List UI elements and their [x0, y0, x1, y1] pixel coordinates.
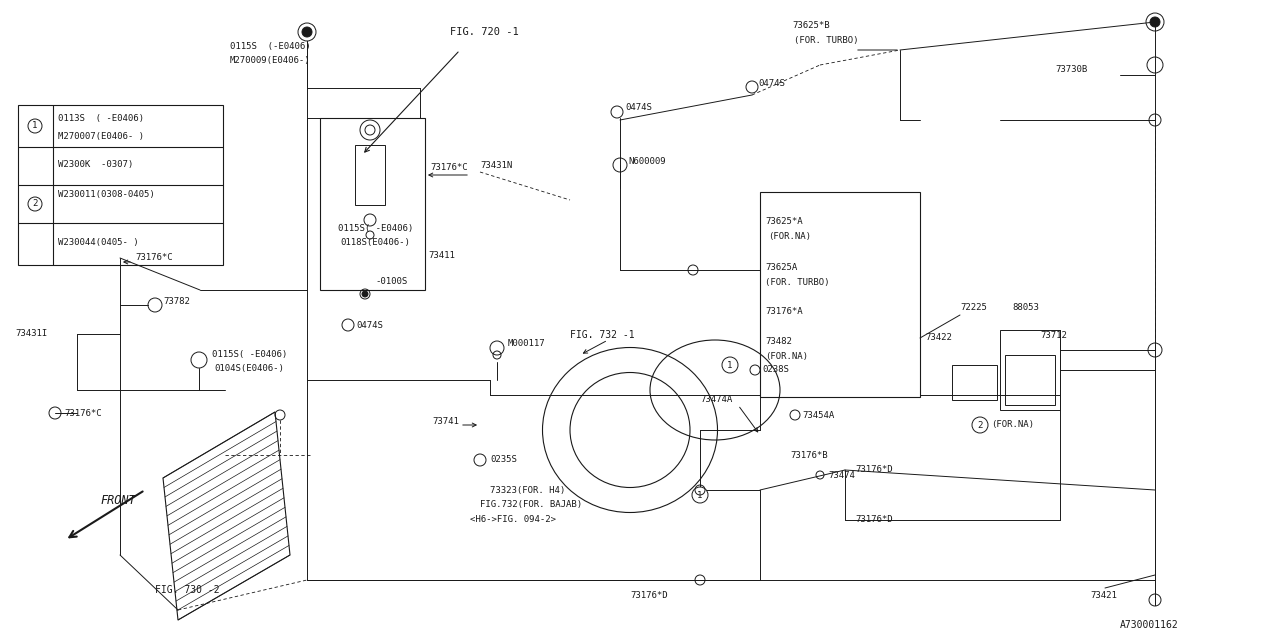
- Text: 73625A: 73625A: [765, 262, 797, 271]
- Circle shape: [302, 27, 312, 37]
- Text: FIG. 730 -2: FIG. 730 -2: [155, 585, 220, 595]
- Text: 73474A: 73474A: [700, 396, 732, 404]
- Text: N600009: N600009: [628, 157, 666, 166]
- Text: 0118S(E0406-): 0118S(E0406-): [340, 237, 410, 246]
- Text: (FOR. TURBO): (FOR. TURBO): [794, 35, 859, 45]
- Text: 0115S( -E0406): 0115S( -E0406): [212, 349, 287, 358]
- Text: 73176*D: 73176*D: [855, 465, 892, 474]
- Text: 0238S: 0238S: [762, 365, 788, 374]
- Text: (FOR.NA): (FOR.NA): [765, 353, 808, 362]
- Text: 0474S: 0474S: [758, 79, 785, 88]
- Text: 73176*C: 73176*C: [134, 253, 173, 262]
- Text: 73474: 73474: [828, 470, 855, 479]
- Text: W230044(0405- ): W230044(0405- ): [58, 239, 138, 248]
- Text: 2: 2: [978, 420, 983, 429]
- Text: 73176*B: 73176*B: [790, 451, 828, 460]
- Text: 73730B: 73730B: [1055, 65, 1087, 74]
- Text: 73422: 73422: [925, 333, 952, 342]
- Text: 73176*D: 73176*D: [855, 515, 892, 525]
- Text: 1: 1: [727, 360, 732, 369]
- Circle shape: [28, 119, 42, 133]
- Text: 0474S: 0474S: [356, 321, 383, 330]
- Text: 73411: 73411: [428, 250, 454, 259]
- Text: 73176*D: 73176*D: [630, 591, 668, 600]
- Text: M270009(E0406-): M270009(E0406-): [230, 56, 311, 65]
- Text: FRONT: FRONT: [100, 493, 136, 506]
- Bar: [952, 365, 997, 400]
- Text: 73454A: 73454A: [803, 410, 835, 419]
- Text: 0113S  ( -E0406): 0113S ( -E0406): [58, 115, 143, 124]
- Text: 73625*B: 73625*B: [792, 20, 829, 29]
- Text: 73176*C: 73176*C: [64, 408, 101, 417]
- Text: 73176*C: 73176*C: [430, 163, 467, 173]
- Text: 73323(FOR. H4): 73323(FOR. H4): [490, 486, 566, 495]
- Text: M000117: M000117: [508, 339, 545, 348]
- Text: FIG. 732 -1: FIG. 732 -1: [570, 330, 635, 340]
- Bar: [1000, 330, 1060, 410]
- Text: 73482: 73482: [765, 337, 792, 346]
- Circle shape: [28, 197, 42, 211]
- Text: 0115S  (-E0406): 0115S (-E0406): [230, 42, 311, 51]
- Text: 73625*A: 73625*A: [765, 218, 803, 227]
- Text: 73431I: 73431I: [15, 330, 47, 339]
- Text: 2: 2: [32, 200, 37, 209]
- Text: 0235S: 0235S: [490, 456, 517, 465]
- Text: W230011(0308-0405): W230011(0308-0405): [58, 191, 155, 200]
- Circle shape: [972, 417, 988, 433]
- Text: 1: 1: [698, 490, 703, 499]
- Text: -0100S: -0100S: [375, 278, 407, 287]
- Text: FIG.732(FOR. BAJAB): FIG.732(FOR. BAJAB): [480, 500, 582, 509]
- Text: 73782: 73782: [163, 298, 189, 307]
- Text: 0115S( -E0406): 0115S( -E0406): [338, 223, 413, 232]
- Bar: [1005, 355, 1055, 405]
- Text: W2300K  -0307): W2300K -0307): [58, 161, 133, 170]
- Text: (FOR. TURBO): (FOR. TURBO): [765, 278, 829, 287]
- Bar: [760, 192, 920, 397]
- Text: 73421: 73421: [1091, 591, 1117, 600]
- Text: 0474S: 0474S: [625, 104, 652, 113]
- Circle shape: [722, 357, 739, 373]
- Circle shape: [362, 291, 369, 297]
- Bar: [355, 145, 385, 205]
- Text: 73741: 73741: [433, 417, 458, 426]
- Text: 73712: 73712: [1039, 330, 1066, 339]
- Text: (FOR.NA): (FOR.NA): [991, 420, 1034, 429]
- Circle shape: [692, 487, 708, 503]
- Text: 0104S(E0406-): 0104S(E0406-): [214, 364, 284, 372]
- Text: M270007(E0406- ): M270007(E0406- ): [58, 131, 143, 141]
- Text: 72225: 72225: [960, 303, 987, 312]
- Text: 73176*A: 73176*A: [765, 307, 803, 317]
- Text: FIG. 720 -1: FIG. 720 -1: [451, 27, 518, 37]
- Bar: [18, 105, 223, 265]
- Circle shape: [1149, 17, 1160, 27]
- Text: 88053: 88053: [1012, 303, 1039, 312]
- Bar: [320, 118, 425, 290]
- Text: 1: 1: [32, 122, 37, 131]
- Text: <H6->FIG. 094-2>: <H6->FIG. 094-2>: [470, 515, 556, 525]
- Text: 73431N: 73431N: [480, 161, 512, 170]
- Text: A730001162: A730001162: [1120, 620, 1179, 630]
- Text: (FOR.NA): (FOR.NA): [768, 232, 812, 241]
